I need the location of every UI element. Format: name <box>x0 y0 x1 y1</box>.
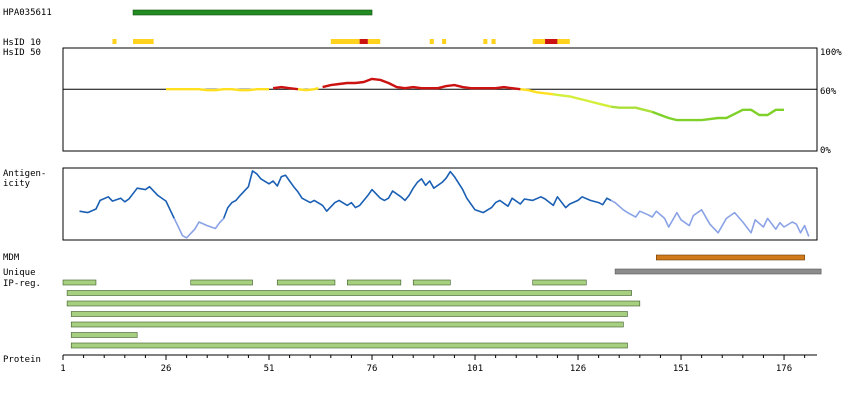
antigenicity-segment-1 <box>173 217 225 239</box>
identity-segment-5 <box>553 93 612 108</box>
identity-marker-0 <box>112 39 117 44</box>
identity-series <box>166 77 784 122</box>
identity-tick-60: 60% <box>820 87 837 97</box>
ip-reg-bar-6-0 <box>70 342 628 349</box>
protein-label: Protein <box>3 355 41 365</box>
identity-marker-7 <box>483 39 488 44</box>
identity-marker-9 <box>532 39 546 44</box>
identity-marker-1 <box>133 39 154 44</box>
axis-tick-label-151: 151 <box>673 364 689 374</box>
identity-marker-8 <box>491 39 496 44</box>
ip-reg-track <box>62 279 641 349</box>
identity-tick-0: 0% <box>820 146 831 156</box>
hsid10-label: HsID 10 <box>3 38 41 48</box>
identity-segment-0 <box>166 88 269 92</box>
identity-tick-100: 100% <box>820 48 842 58</box>
mdm-label: MDM <box>3 253 20 263</box>
antibody-label: HPA035611 <box>3 8 52 18</box>
mdm-track <box>656 254 805 261</box>
antigenicity-segment-3 <box>610 199 810 237</box>
identity-marker-6 <box>442 39 447 44</box>
ip-reg-bar-0-0 <box>62 279 97 286</box>
antigenicity-plot-frame <box>62 167 818 241</box>
identity-marker-track <box>112 39 570 44</box>
unique-label: Unique <box>3 268 36 278</box>
ip-reg-label: IP-reg. <box>3 279 41 289</box>
axis-tick-label-1: 1 <box>60 364 65 374</box>
identity-marker-4 <box>367 39 381 44</box>
unique-track <box>614 268 822 275</box>
axis-tick-label-126: 126 <box>570 364 586 374</box>
mdm-bar <box>656 254 805 261</box>
antibody-track <box>132 9 373 16</box>
identity-segment-6 <box>610 105 653 114</box>
ip-reg-bar-1-0 <box>66 290 632 296</box>
antigenicity-label-line1: Antigen- <box>3 169 46 179</box>
ip-reg-bar-3-0 <box>70 311 628 317</box>
identity-segment-4 <box>520 88 554 96</box>
axis-tick-label-101: 101 <box>467 364 483 374</box>
antigenicity-segment-2 <box>222 170 612 219</box>
unique-bar <box>614 268 822 275</box>
identity-segment-2 <box>297 87 319 92</box>
identity-segment-1 <box>272 85 299 91</box>
ip-reg-bar-0-5 <box>532 279 587 286</box>
axis-tick-label-176: 176 <box>776 364 792 374</box>
identity-plot-frame <box>62 47 818 152</box>
identity-marker-2 <box>330 39 360 44</box>
antibody-bar <box>132 9 373 16</box>
protein-axis-ticks: 1 26 51 76 101 126 151 176 <box>60 355 806 374</box>
identity-marker-10 <box>545 39 558 44</box>
identity-marker-3 <box>359 39 368 44</box>
ip-reg-bar-0-1 <box>190 279 253 286</box>
ip-reg-bar-2-0 <box>66 300 641 307</box>
identity-marker-11 <box>557 39 570 44</box>
ip-reg-bar-4-0 <box>70 321 624 328</box>
hsid50-label: HsID 50 <box>3 48 41 58</box>
antigenicity-segment-0 <box>79 185 175 219</box>
identity-segment-7 <box>651 108 784 122</box>
axis-tick-label-26: 26 <box>161 364 172 374</box>
ip-reg-bar-0-3 <box>346 279 402 286</box>
identity-segment-3 <box>322 77 521 91</box>
axis-tick-label-76: 76 <box>367 364 378 374</box>
ip-reg-bar-0-4 <box>412 279 451 286</box>
ip-reg-bar-0-2 <box>276 279 336 286</box>
ip-reg-bar-5-0 <box>70 332 138 338</box>
axis-tick-label-51: 51 <box>264 364 275 374</box>
antigenicity-series <box>79 170 810 239</box>
antigenicity-label-line2: icity <box>3 179 31 189</box>
identity-marker-5 <box>429 39 434 44</box>
